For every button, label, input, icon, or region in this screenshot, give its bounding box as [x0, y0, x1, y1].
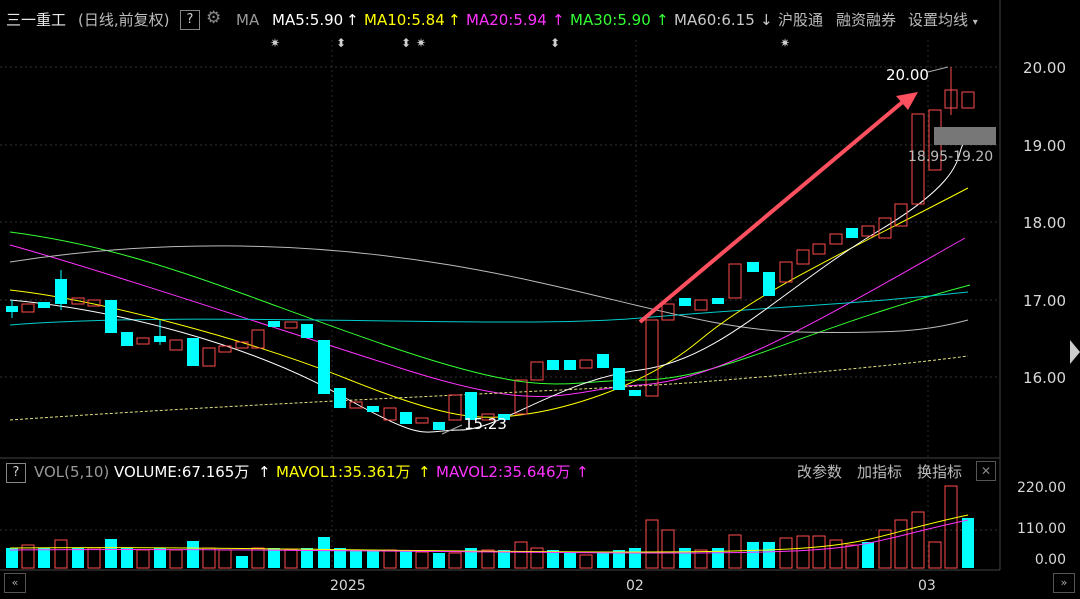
event-marker[interactable]: ✷ [780, 36, 791, 50]
event-marker[interactable]: ⬍ [336, 36, 347, 50]
event-marker[interactable]: ✷ [270, 36, 281, 50]
ma30-arrow-icon: ↑ [656, 11, 669, 29]
price-tick: 18.00 [1023, 214, 1066, 232]
edit-params-button[interactable]: 改参数 [797, 463, 843, 481]
indicator-header: 三一重工 (日线,前复权) ? ⚙ MA MA5:5.90 ↑ MA10:5.8… [0, 0, 1080, 40]
price-range-label: 18.95-19.20 [908, 149, 994, 165]
ma20-line [9, 237, 966, 398]
ma60-arrow-icon: ↓ [760, 11, 773, 29]
ma5-line [9, 139, 969, 433]
volume-tick: 0.00 [1034, 552, 1066, 568]
price-range-highlight [934, 127, 996, 145]
event-marker[interactable]: ⬍ [550, 36, 561, 50]
volume-header: ? VOL(5,10) VOLUME:67.165万 ↑ MAVOL1:35.3… [0, 460, 1000, 484]
volume-value: VOLUME:67.165万 [114, 463, 250, 481]
panel-toggle-icon[interactable] [1070, 340, 1080, 364]
price-tick: 16.00 [1023, 369, 1066, 387]
ma-extra-line [9, 291, 969, 326]
ma60-line [9, 245, 969, 333]
mavol1-line [9, 514, 969, 553]
low-price-label: 15.23 [464, 415, 507, 433]
mavol1-value: MAVOL1:35.361万 [276, 463, 411, 481]
swap-indicator-button[interactable]: 换指标 [917, 463, 963, 481]
close-icon[interactable]: ✕ [976, 461, 996, 481]
ma5-value: MA5:5.90 [272, 11, 344, 29]
mavol2-arrow-icon: ↑ [576, 463, 589, 481]
ma20-arrow-icon: ↑ [552, 11, 565, 29]
ma-label: MA [236, 11, 260, 29]
ma-settings-button[interactable]: 设置均线 ▾ [908, 11, 978, 29]
ma120-line [9, 355, 969, 421]
mavol1-arrow-icon: ↑ [418, 463, 431, 481]
ma10-value: MA10:5.84 [364, 11, 445, 29]
ma30-value: MA30:5.90 [570, 11, 651, 29]
event-marker[interactable]: ⬍ [401, 36, 412, 50]
ma20-value: MA20:5.94 [466, 11, 547, 29]
mavol2-line [9, 519, 969, 554]
ma5-arrow-icon: ↑ [346, 11, 359, 29]
x-tick: 03 [918, 578, 936, 594]
chevron-down-icon: ▾ [972, 17, 978, 28]
high-price-label: 20.00 [886, 66, 929, 84]
trend-arrow [638, 98, 907, 324]
ma10-arrow-icon: ↑ [448, 11, 461, 29]
add-indicator-button[interactable]: 加指标 [857, 463, 903, 481]
gear-icon[interactable]: ⚙ [206, 8, 222, 28]
price-tick: 17.00 [1023, 292, 1066, 310]
price-tick: 20.00 [1023, 59, 1066, 77]
scroll-left-button[interactable]: « [4, 573, 26, 593]
candles [6, 67, 975, 430]
event-marker[interactable]: ✷ [416, 36, 427, 50]
margin-trading-button[interactable]: 融资融券 [836, 11, 897, 29]
volume-tick: 110.00 [1017, 521, 1066, 537]
volume-help-button[interactable]: ? [6, 463, 26, 483]
help-button[interactable]: ? [180, 10, 200, 30]
ma60-value: MA60:6.15 [674, 11, 755, 29]
ma10-line [9, 187, 969, 418]
volume-arrow-icon: ↑ [258, 463, 271, 481]
ma30-line [9, 231, 971, 385]
price-tick: 19.00 [1023, 137, 1066, 155]
x-tick: 2025 [330, 578, 366, 594]
stock-name: 三一重工 [6, 11, 67, 29]
hgt-button[interactable]: 沪股通 [778, 11, 824, 29]
mavol2-value: MAVOL2:35.646万 [436, 463, 571, 481]
volume-bars [6, 485, 974, 569]
scroll-right-button[interactable]: » [1053, 573, 1075, 593]
vol-label: VOL(5,10) [34, 463, 110, 481]
x-tick: 02 [626, 578, 644, 594]
chart-mode-label: (日线,前复权) [78, 11, 170, 29]
volume-tick: 220.00 [1017, 480, 1066, 496]
